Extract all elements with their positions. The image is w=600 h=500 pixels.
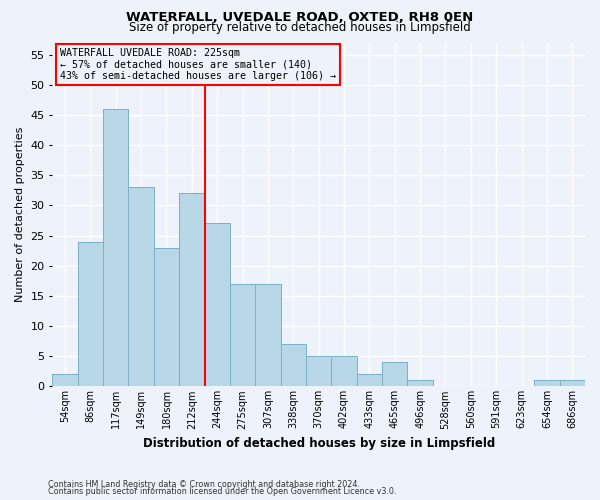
- Bar: [306, 356, 331, 386]
- Text: Contains public sector information licensed under the Open Government Licence v3: Contains public sector information licen…: [48, 487, 397, 496]
- Y-axis label: Number of detached properties: Number of detached properties: [15, 127, 25, 302]
- Bar: [77, 242, 103, 386]
- Text: WATERFALL UVEDALE ROAD: 225sqm
← 57% of detached houses are smaller (140)
43% of: WATERFALL UVEDALE ROAD: 225sqm ← 57% of …: [61, 48, 337, 81]
- Bar: [382, 362, 407, 386]
- X-axis label: Distribution of detached houses by size in Limpsfield: Distribution of detached houses by size …: [143, 437, 495, 450]
- Bar: [179, 194, 205, 386]
- Bar: [230, 284, 255, 386]
- Bar: [154, 248, 179, 386]
- Text: Contains HM Land Registry data © Crown copyright and database right 2024.: Contains HM Land Registry data © Crown c…: [48, 480, 360, 489]
- Bar: [281, 344, 306, 387]
- Text: Size of property relative to detached houses in Limpsfield: Size of property relative to detached ho…: [129, 21, 471, 34]
- Bar: [534, 380, 560, 386]
- Bar: [560, 380, 585, 386]
- Bar: [255, 284, 281, 386]
- Bar: [103, 109, 128, 386]
- Bar: [331, 356, 357, 386]
- Bar: [205, 224, 230, 386]
- Bar: [52, 374, 77, 386]
- Bar: [357, 374, 382, 386]
- Bar: [407, 380, 433, 386]
- Text: WATERFALL, UVEDALE ROAD, OXTED, RH8 0EN: WATERFALL, UVEDALE ROAD, OXTED, RH8 0EN: [127, 11, 473, 24]
- Bar: [128, 188, 154, 386]
